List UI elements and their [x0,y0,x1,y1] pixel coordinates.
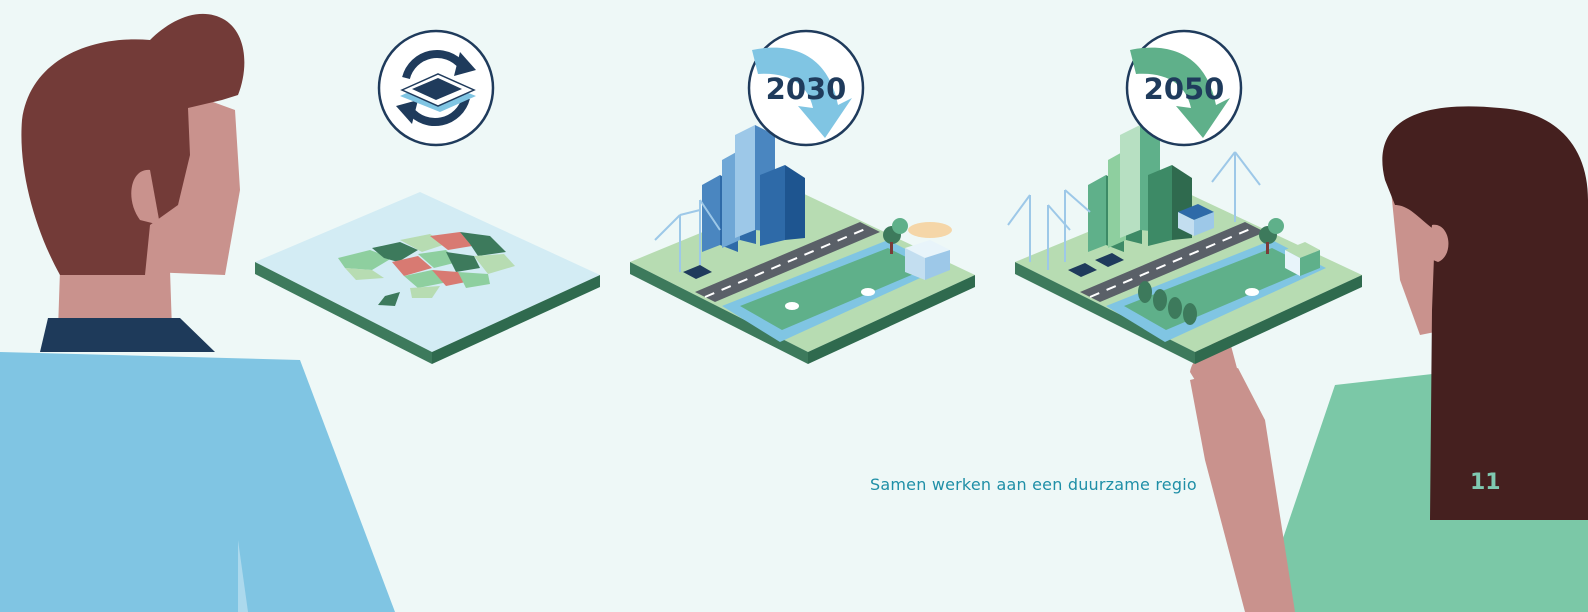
woman-figure [1190,106,1588,612]
document-cycle-badge [379,31,493,145]
footer-caption: Samen werken aan een duurzame regio [870,475,1197,494]
year-2050-label: 2050 [1144,72,1225,106]
map-tile [255,192,600,364]
city-2030-tile [630,125,975,364]
year-2050-badge: 2050 [1127,31,1241,145]
city-2050-tile [1008,125,1362,364]
year-2030-label: 2030 [766,72,847,106]
page-number: 11 [1470,470,1501,495]
year-2030-badge: 2030 [749,31,863,145]
